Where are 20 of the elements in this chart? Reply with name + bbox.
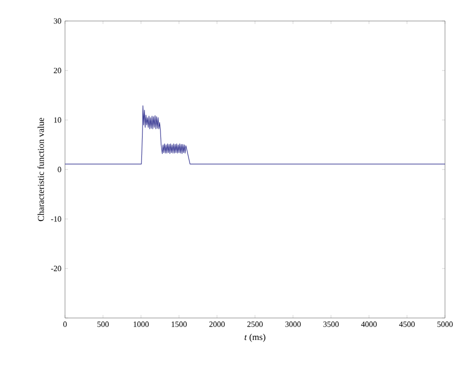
y-axis-title: Characteristic function value — [38, 118, 44, 222]
x-tick-label: 1500 — [172, 322, 187, 327]
y-tick-label: -20 — [51, 266, 62, 272]
y-tick-label: 0 — [58, 166, 62, 172]
x-tick-label: 2500 — [247, 322, 263, 327]
line-series — [65, 105, 445, 164]
x-tick-label: 4000 — [361, 322, 377, 327]
x-tick-label: 2000 — [209, 322, 225, 327]
x-tick-label: 3000 — [285, 322, 301, 327]
x-axis-title: t (ms) — [244, 334, 266, 342]
x-tick-label: 0 — [63, 322, 67, 327]
x-tick-label: 5000 — [437, 322, 453, 327]
y-tick-label: 10 — [54, 117, 62, 123]
x-tick-label: 500 — [97, 322, 109, 327]
y-tick-label: 30 — [54, 18, 62, 24]
y-tick-label: 20 — [54, 68, 62, 74]
y-tick-label: -10 — [51, 216, 62, 222]
x-tick-label: 3500 — [323, 322, 339, 327]
x-tick-label: 1000 — [134, 322, 149, 327]
x-tick-label: 4500 — [399, 322, 415, 327]
